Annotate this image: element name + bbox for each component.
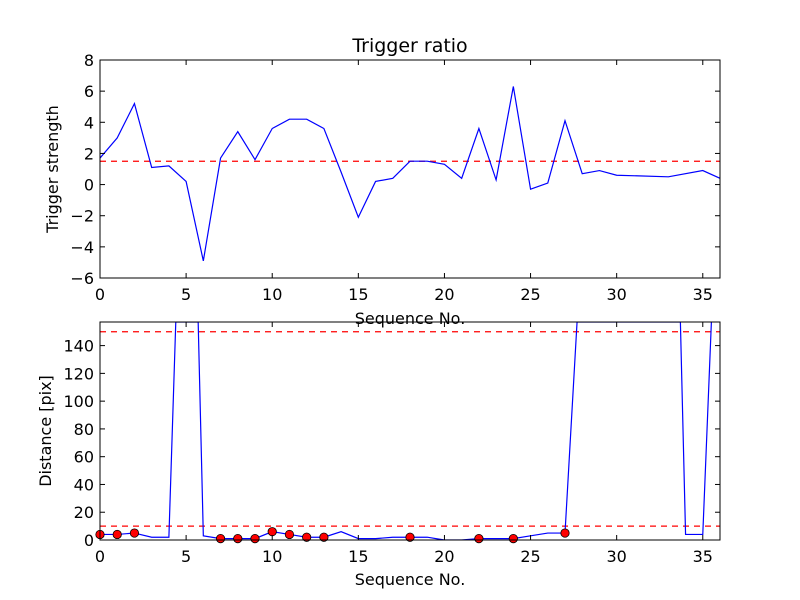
y-tick-label: 60 [74, 448, 94, 467]
x-tick-label: 25 [520, 547, 540, 566]
x-tick-label: 0 [95, 547, 105, 566]
data-point-marker [319, 532, 329, 542]
markers [95, 527, 570, 544]
distance-chart: 0 5 10 15 20 25 30 35 0 20 40 60 80 100 120 140 Sequenc… [36, 321, 721, 589]
x-tick-label: 35 [693, 285, 713, 304]
x-tick-label: 25 [520, 285, 540, 304]
y-tick-label: 20 [74, 503, 94, 522]
chart-title: Trigger ratio [351, 35, 467, 57]
x-tick-label: 15 [348, 285, 368, 304]
data-point-marker [302, 532, 312, 542]
x-tick-label: 10 [262, 285, 282, 304]
y-tick-label: −4 [70, 238, 94, 257]
data-point-marker [474, 534, 484, 544]
x-tick-label: 20 [434, 285, 454, 304]
x-tick-label: 10 [262, 547, 282, 566]
data-point-marker [405, 532, 415, 542]
y-tick-label: 0 [84, 176, 94, 195]
y-axis-label: Distance [pix] [36, 375, 55, 487]
data-point-marker [267, 527, 277, 537]
y-axis-label: Trigger strength [43, 105, 62, 234]
y-tick-label: 80 [74, 420, 94, 439]
y-tick-label: −2 [70, 207, 94, 226]
ticks: 0 5 10 15 20 25 30 35 −6 −4 −2 0 2 4 6 8 [70, 51, 720, 304]
axes-frame [99, 321, 721, 541]
trigger-ratio-chart: Trigger ratio 0 5 10 15 20 25 30 35−6−4−202468 … [43, 35, 721, 328]
data-point-marker [560, 528, 570, 538]
y-tick-label: −6 [70, 269, 94, 288]
y-tick-label: 100 [63, 392, 94, 411]
y-tick-label: 6 [84, 82, 94, 101]
x-tick-label: 5 [181, 285, 191, 304]
plot-area [100, 322, 720, 540]
plot-area [100, 86, 720, 261]
x-axis-label: Sequence No. [355, 570, 466, 589]
y-tick-label: 40 [74, 475, 94, 494]
series-line [100, 322, 712, 540]
x-tick-label: 5 [181, 547, 191, 566]
y-tick-label: 8 [84, 51, 94, 70]
x-tick-label: 20 [434, 547, 454, 566]
x-tick-label: 30 [606, 547, 626, 566]
x-tick-label: 15 [348, 547, 368, 566]
data-point-marker [250, 534, 260, 544]
y-tick-label: 0 [84, 531, 94, 550]
data-point-marker [233, 534, 243, 544]
y-tick-label: 140 [63, 337, 94, 356]
y-tick-label: 4 [84, 113, 94, 132]
data-point-marker [129, 528, 140, 538]
data-point-marker [112, 529, 122, 540]
x-tick-label: 0 [95, 285, 105, 304]
x-tick-label: 35 [693, 547, 713, 566]
x-tick-label: 30 [606, 285, 626, 304]
data-point-marker [508, 534, 518, 544]
y-tick-label: 2 [84, 144, 94, 163]
ticks: 0 5 10 15 20 25 30 35 0 20 40 60 80 100 120 140 [63, 322, 720, 566]
y-tick-label: 120 [63, 364, 94, 383]
axes-frame [99, 59, 721, 279]
x-axis-label: Sequence No. [355, 309, 466, 328]
data-point-marker [215, 534, 226, 544]
data-point-marker [284, 529, 295, 540]
series-line [100, 86, 720, 261]
